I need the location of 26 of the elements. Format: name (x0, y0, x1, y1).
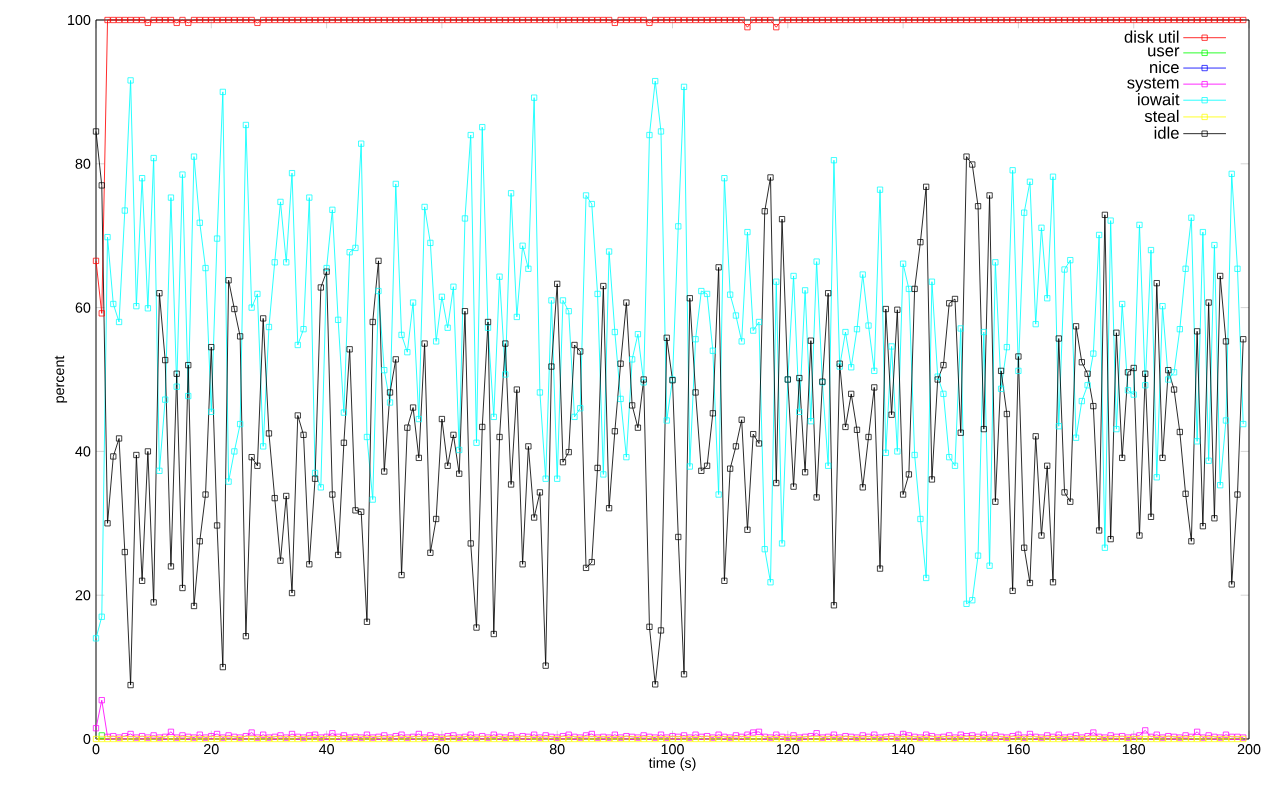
y-tick-label: 60 (75, 302, 91, 313)
x-tick-label: 160 (1007, 744, 1030, 755)
x-tick-label: 100 (661, 744, 684, 755)
y-axis-title: percent (54, 355, 68, 403)
x-tick-label: 60 (434, 744, 450, 755)
x-tick-label: 120 (776, 744, 800, 755)
x-tick-label: 140 (892, 744, 915, 755)
x-tick-label: 40 (318, 744, 334, 755)
legend-label: idle (1154, 126, 1179, 139)
y-tick-label: 80 (75, 158, 91, 169)
legend-label: disk util (1124, 30, 1179, 43)
y-tick-label: 20 (75, 590, 91, 601)
legend-label: system (1127, 77, 1179, 92)
y-tick-label: 0 (83, 733, 91, 745)
y-tick-label: 100 (68, 14, 91, 26)
legend-label: iowait (1138, 93, 1180, 106)
x-tick-label: 200 (1237, 744, 1261, 755)
legend-label: nice (1150, 60, 1179, 74)
y-tick-label: 40 (75, 446, 91, 457)
legend-label: steal (1144, 109, 1179, 123)
legend-label: user (1148, 47, 1180, 57)
x-tick-label: 20 (204, 744, 219, 755)
x-tick-label: 0 (92, 744, 100, 755)
x-tick-label: 180 (1122, 744, 1146, 755)
x-tick-label: 80 (549, 744, 565, 755)
x-axis-title: time (s) (648, 757, 696, 771)
